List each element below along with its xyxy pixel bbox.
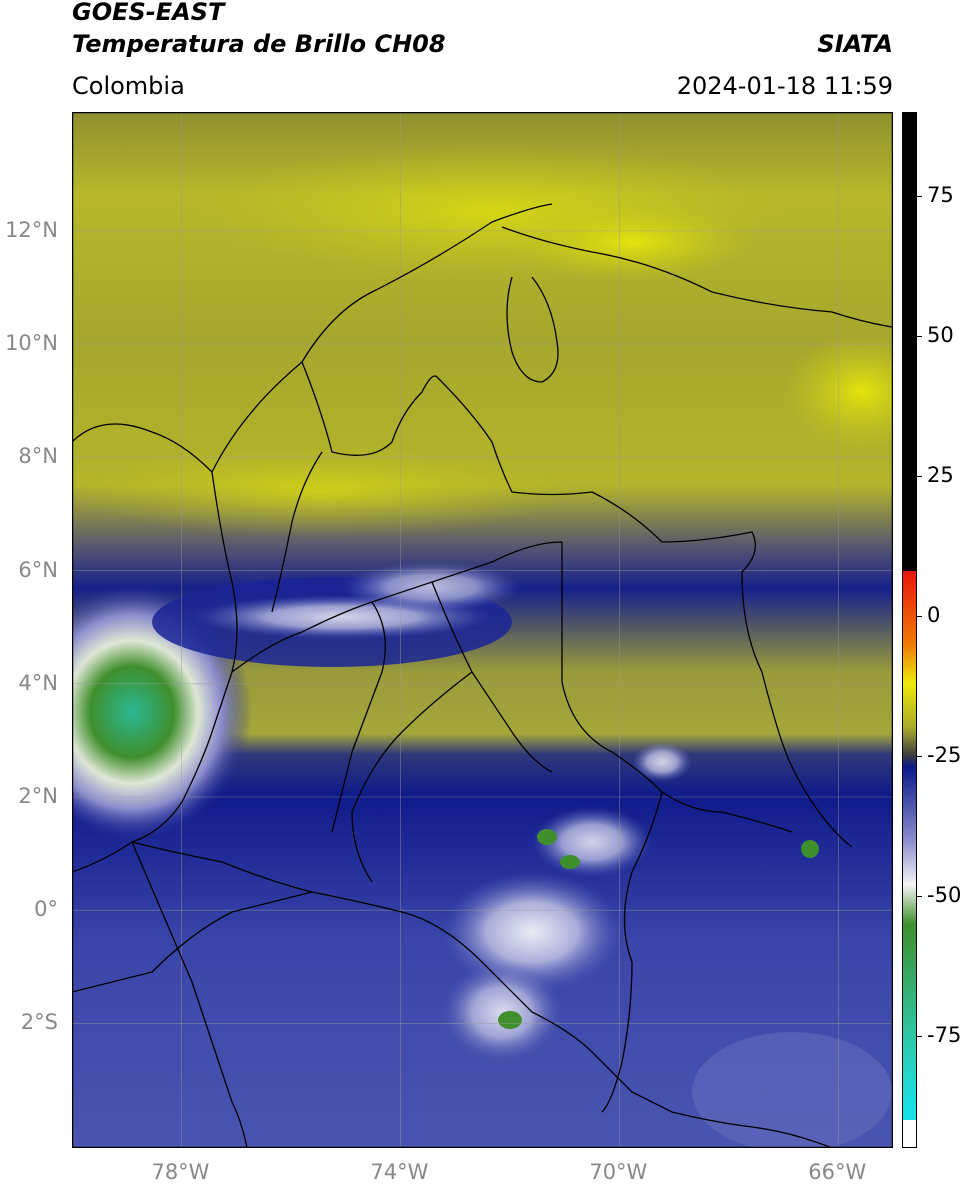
colorbar-tick-label: 0 (927, 603, 941, 627)
colorbar-tick-label: 75 (927, 183, 954, 207)
title-source: SIATA (817, 30, 893, 58)
colorbar-tick-label: 50 (927, 323, 954, 347)
colorbar-tick-label: 25 (927, 463, 954, 487)
borders (72, 203, 893, 1148)
cloud-features (72, 142, 893, 1148)
title-product: Temperatura de Brillo CH08 (72, 30, 446, 58)
map-frame (72, 112, 893, 1148)
title-satellite: GOES-EAST (72, 0, 225, 26)
latitude-label: 10°N (5, 331, 58, 356)
latitude-label: 4°N (18, 670, 58, 695)
latitude-label: 0° (34, 897, 58, 922)
brightness-temperature-map (72, 112, 893, 1148)
colorbar-tick (917, 895, 922, 897)
colorbar-tick (917, 1035, 922, 1037)
colorbar-tick-label: -75 (927, 1023, 962, 1047)
latitude-label: 2°N (18, 784, 58, 808)
latitude-label: 12°N (5, 217, 58, 242)
longitude-label: 70°W (589, 1160, 648, 1184)
latitude-label: 8°N (18, 444, 58, 469)
colorbar-tick (917, 335, 922, 337)
colorbar-tick (917, 475, 922, 477)
longitude-label: 66°W (808, 1160, 867, 1184)
longitude-label: 74°W (370, 1160, 429, 1184)
colorbar-tick (917, 195, 922, 197)
colorbar-tick-label: -25 (927, 743, 962, 767)
longitude-label: 78°W (151, 1160, 210, 1184)
subtitle-datetime: 2024-01-18 11:59 (676, 72, 893, 100)
latitude-label: 6°N (18, 557, 58, 582)
colorbar (902, 112, 917, 1148)
colorbar-frame (902, 112, 917, 1148)
colorbar-fill (902, 112, 917, 1148)
colorbar-tick-label: -50 (927, 883, 962, 907)
subtitle-region: Colombia (72, 72, 185, 100)
colorbar-tick (917, 755, 922, 757)
latitude-label: 2°S (20, 1010, 58, 1035)
colorbar-tick (917, 615, 922, 617)
graticule (72, 112, 893, 1148)
